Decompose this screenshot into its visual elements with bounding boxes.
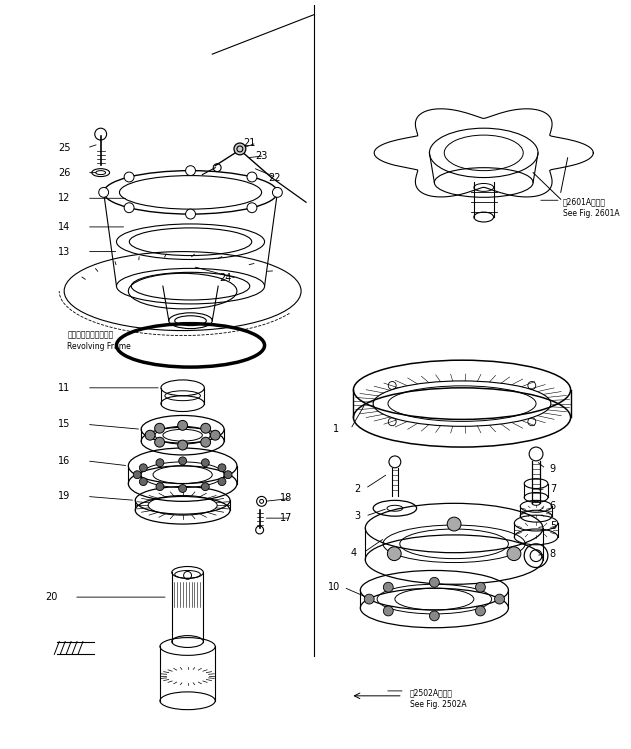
Circle shape [145, 430, 155, 440]
Text: 第2601A図参照: 第2601A図参照 [563, 197, 606, 206]
Circle shape [201, 459, 209, 467]
Circle shape [124, 172, 134, 182]
Circle shape [273, 187, 282, 197]
Circle shape [234, 143, 246, 155]
Text: 3: 3 [354, 511, 360, 521]
Text: 21: 21 [244, 138, 256, 148]
Circle shape [186, 209, 196, 219]
Circle shape [430, 577, 439, 587]
Circle shape [156, 482, 164, 491]
Text: Revolving Frame: Revolving Frame [67, 342, 131, 351]
Circle shape [186, 166, 196, 175]
Text: 12: 12 [58, 193, 70, 203]
Circle shape [155, 437, 165, 447]
Circle shape [179, 457, 187, 465]
Circle shape [201, 423, 211, 433]
Text: 18: 18 [280, 494, 292, 503]
Circle shape [387, 547, 401, 560]
Circle shape [476, 582, 485, 592]
Circle shape [155, 423, 165, 433]
Circle shape [178, 420, 187, 430]
Circle shape [495, 594, 504, 604]
Text: 1: 1 [333, 424, 339, 434]
Circle shape [476, 606, 485, 616]
Text: 4: 4 [350, 548, 357, 558]
Text: 13: 13 [58, 246, 70, 257]
Circle shape [384, 606, 393, 616]
Text: 14: 14 [58, 222, 70, 232]
Text: 22: 22 [268, 172, 281, 183]
Circle shape [201, 437, 211, 447]
Text: 16: 16 [58, 456, 70, 466]
Text: 6: 6 [550, 501, 556, 512]
Text: See Fig. 2502A: See Fig. 2502A [410, 700, 466, 709]
Text: 25: 25 [58, 143, 71, 153]
Text: レボルビングフレーム: レボルビングフレーム [67, 330, 114, 339]
Circle shape [133, 471, 141, 479]
Circle shape [98, 187, 109, 197]
Text: 10: 10 [327, 582, 340, 592]
Circle shape [179, 485, 187, 493]
Text: 2: 2 [354, 484, 360, 494]
Text: 26: 26 [58, 168, 70, 178]
Circle shape [139, 478, 147, 485]
Text: 19: 19 [58, 491, 70, 501]
Circle shape [447, 517, 461, 531]
Circle shape [124, 203, 134, 213]
Text: 20: 20 [45, 592, 57, 602]
Circle shape [247, 203, 257, 213]
Text: 15: 15 [58, 419, 70, 429]
Text: 17: 17 [280, 513, 293, 523]
Text: 5: 5 [550, 521, 556, 531]
Text: See Fig. 2601A: See Fig. 2601A [563, 209, 620, 218]
Text: 24: 24 [219, 273, 232, 283]
Text: 8: 8 [550, 549, 556, 559]
Circle shape [384, 582, 393, 592]
Circle shape [218, 478, 226, 485]
Circle shape [139, 464, 147, 472]
Circle shape [430, 611, 439, 621]
Text: 23: 23 [256, 151, 268, 161]
Text: 7: 7 [550, 484, 556, 494]
Circle shape [156, 459, 164, 467]
Circle shape [247, 172, 257, 182]
Circle shape [364, 594, 374, 604]
Text: 9: 9 [550, 464, 556, 474]
Circle shape [178, 440, 187, 450]
Circle shape [218, 464, 226, 472]
Circle shape [201, 482, 209, 491]
Circle shape [507, 547, 521, 560]
Circle shape [224, 471, 232, 479]
Text: 第2502A図参照: 第2502A図参照 [410, 688, 452, 697]
Circle shape [210, 430, 220, 440]
Text: 11: 11 [58, 383, 70, 392]
